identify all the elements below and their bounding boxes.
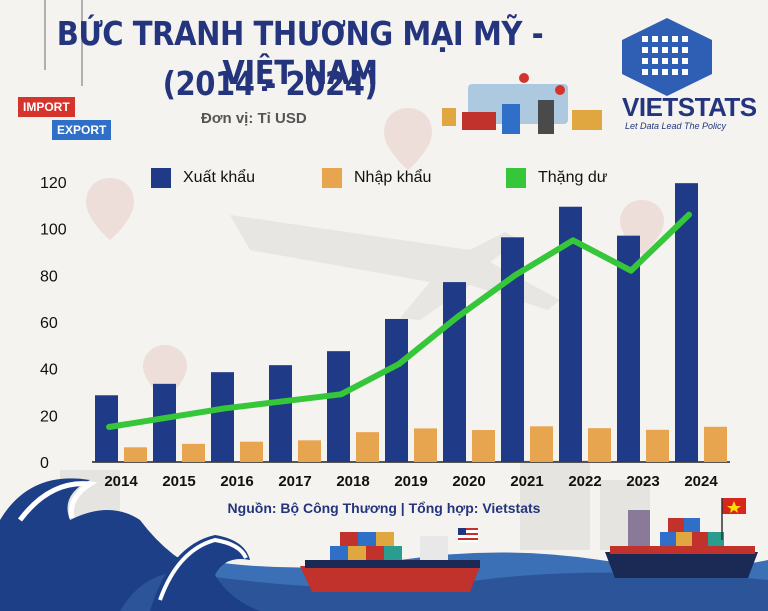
point-surplus-2019 bbox=[398, 363, 400, 365]
x-tick-label: 2020 bbox=[452, 473, 485, 490]
x-tick-label: 2014 bbox=[104, 473, 138, 490]
legend-item-import: Nhập khẩu bbox=[322, 168, 431, 188]
bar-import-2020 bbox=[472, 430, 495, 462]
legend-swatch-export bbox=[151, 168, 171, 188]
point-surplus-2018 bbox=[340, 393, 342, 395]
x-tick-label: 2015 bbox=[162, 473, 195, 490]
legend-item-surplus: Thặng dư bbox=[506, 168, 607, 188]
bar-import-2014 bbox=[124, 447, 147, 462]
x-tick-label: 2023 bbox=[626, 473, 659, 490]
unit-label: Đơn vị: Tỉ USD bbox=[201, 110, 307, 127]
logo-name: VIETSTATS bbox=[622, 92, 757, 122]
logo-tagline: Let Data Lead The Policy bbox=[625, 121, 727, 131]
bar-export-2015 bbox=[153, 383, 176, 462]
point-surplus-2024 bbox=[688, 214, 690, 216]
bar-import-2017 bbox=[298, 440, 321, 462]
bar-export-2020 bbox=[443, 282, 466, 462]
x-tick-label: 2016 bbox=[220, 473, 253, 490]
x-tick-label: 2024 bbox=[684, 473, 718, 490]
legend-label-surplus: Thặng dư bbox=[538, 169, 608, 186]
y-tick-label: 80 bbox=[40, 268, 58, 285]
point-surplus-2023 bbox=[630, 270, 632, 272]
x-tick-label: 2019 bbox=[394, 473, 427, 490]
bar-export-2019 bbox=[385, 318, 408, 462]
bar-export-2024 bbox=[675, 183, 698, 462]
y-tick-label: 0 bbox=[40, 455, 49, 472]
legend-swatch-surplus bbox=[506, 168, 526, 188]
bar-import-2019 bbox=[414, 428, 437, 462]
point-surplus-2015 bbox=[166, 417, 168, 419]
legend-label-import: Nhập khẩu bbox=[354, 169, 432, 186]
bar-export-2022 bbox=[559, 206, 582, 462]
bar-export-2021 bbox=[501, 237, 524, 462]
x-tick-label: 2021 bbox=[510, 473, 543, 490]
y-tick-label: 100 bbox=[40, 222, 67, 239]
legend-swatch-import bbox=[322, 168, 342, 188]
chart-title: BỨC TRANH THƯƠNG MẠI MỸ - VIỆT NAM bbox=[56, 14, 544, 92]
bar-export-2023 bbox=[617, 235, 640, 462]
bar-import-2015 bbox=[182, 443, 205, 462]
y-tick-label: 20 bbox=[40, 408, 58, 425]
point-surplus-2017 bbox=[282, 400, 284, 402]
point-surplus-2021 bbox=[514, 274, 516, 276]
bar-export-2016 bbox=[211, 372, 234, 462]
y-tick-label: 40 bbox=[40, 362, 58, 379]
legend-item-export: Xuất khẩu bbox=[151, 168, 255, 188]
x-tick-label: 2017 bbox=[278, 473, 311, 490]
bar-import-2018 bbox=[356, 432, 379, 462]
bar-import-2024 bbox=[704, 426, 727, 462]
legend-label-export: Xuất khẩu bbox=[183, 169, 256, 186]
bar-export-2018 bbox=[327, 351, 350, 462]
point-surplus-2020 bbox=[456, 316, 458, 318]
x-tick-label: 2018 bbox=[336, 473, 369, 490]
y-tick-label: 60 bbox=[40, 315, 58, 332]
point-surplus-2014 bbox=[108, 426, 110, 428]
source-note: Nguồn: Bộ Công Thương | Tổng hợp: Vietst… bbox=[227, 500, 541, 516]
point-surplus-2022 bbox=[572, 239, 574, 241]
chart-subtitle: (2014 - 2024) bbox=[162, 64, 378, 103]
bar-import-2022 bbox=[588, 428, 611, 462]
bar-import-2021 bbox=[530, 426, 553, 462]
point-surplus-2016 bbox=[224, 407, 226, 409]
bar-export-2017 bbox=[269, 365, 292, 462]
bar-import-2016 bbox=[240, 441, 263, 462]
bar-import-2023 bbox=[646, 429, 669, 462]
y-tick-label: 120 bbox=[40, 175, 67, 192]
export-badge: EXPORT bbox=[52, 120, 112, 140]
import-badge: IMPORT bbox=[18, 97, 75, 117]
x-tick-label: 2022 bbox=[568, 473, 601, 490]
